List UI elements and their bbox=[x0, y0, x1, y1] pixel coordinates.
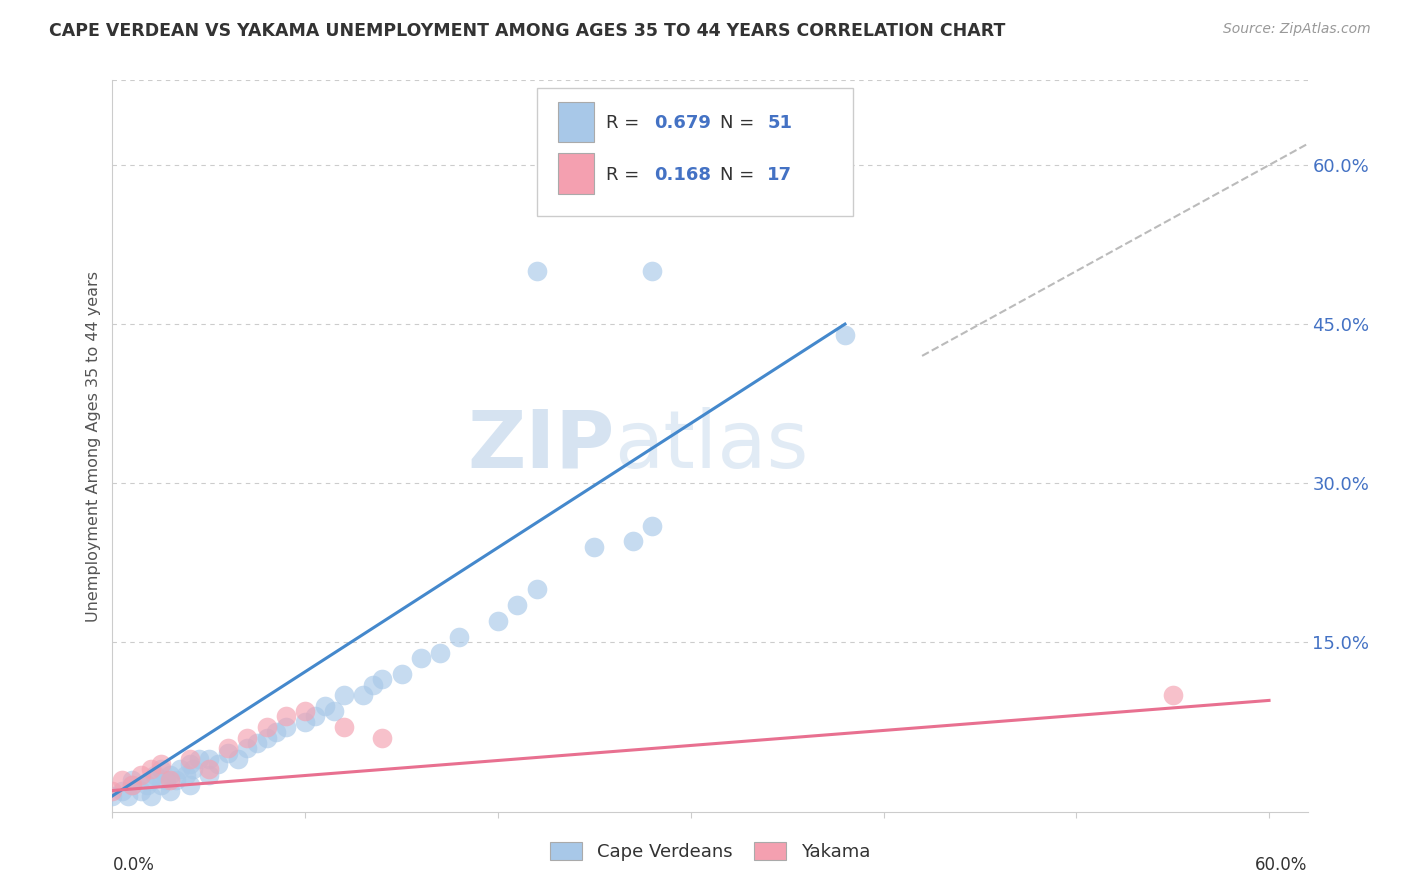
Y-axis label: Unemployment Among Ages 35 to 44 years: Unemployment Among Ages 35 to 44 years bbox=[86, 270, 101, 622]
Text: 0.168: 0.168 bbox=[654, 167, 711, 185]
Point bbox=[371, 672, 394, 686]
Text: 0.679: 0.679 bbox=[654, 113, 711, 132]
Point bbox=[834, 327, 856, 342]
Point bbox=[352, 688, 374, 702]
Text: Source: ZipAtlas.com: Source: ZipAtlas.com bbox=[1223, 22, 1371, 37]
Point bbox=[256, 731, 278, 745]
Point bbox=[169, 762, 191, 776]
Point bbox=[294, 714, 316, 729]
Text: R =: R = bbox=[606, 113, 645, 132]
Point bbox=[333, 688, 356, 702]
Point bbox=[139, 772, 162, 787]
Point bbox=[217, 741, 239, 756]
Point bbox=[1161, 688, 1184, 702]
Point bbox=[236, 731, 259, 745]
Point bbox=[391, 667, 413, 681]
FancyBboxPatch shape bbox=[537, 87, 853, 216]
Point bbox=[159, 783, 181, 797]
Point bbox=[526, 582, 548, 596]
Point bbox=[101, 783, 124, 797]
Point bbox=[217, 747, 239, 761]
Point bbox=[641, 518, 664, 533]
Point bbox=[409, 651, 432, 665]
Text: 17: 17 bbox=[768, 167, 793, 185]
Point bbox=[323, 704, 346, 718]
Point bbox=[198, 762, 221, 776]
Point bbox=[149, 778, 172, 792]
Point bbox=[149, 757, 172, 772]
Point bbox=[165, 772, 187, 787]
Point bbox=[155, 772, 177, 787]
Point bbox=[179, 757, 201, 772]
Point bbox=[198, 767, 221, 781]
Point bbox=[641, 264, 664, 278]
Point bbox=[188, 752, 211, 766]
Point bbox=[179, 752, 201, 766]
Point bbox=[266, 725, 288, 739]
Point bbox=[101, 789, 124, 803]
Text: N =: N = bbox=[720, 113, 759, 132]
Point bbox=[111, 772, 134, 787]
Point bbox=[526, 264, 548, 278]
Point bbox=[314, 698, 336, 713]
Point bbox=[294, 704, 316, 718]
Point bbox=[117, 789, 139, 803]
Text: R =: R = bbox=[606, 167, 645, 185]
Point bbox=[486, 614, 509, 628]
Point bbox=[621, 534, 644, 549]
Point bbox=[449, 630, 471, 644]
FancyBboxPatch shape bbox=[558, 153, 595, 194]
Point bbox=[226, 752, 249, 766]
Text: CAPE VERDEAN VS YAKAMA UNEMPLOYMENT AMONG AGES 35 TO 44 YEARS CORRELATION CHART: CAPE VERDEAN VS YAKAMA UNEMPLOYMENT AMON… bbox=[49, 22, 1005, 40]
Point bbox=[371, 731, 394, 745]
Text: 0.0%: 0.0% bbox=[112, 855, 155, 873]
Point bbox=[121, 772, 143, 787]
Point bbox=[159, 772, 181, 787]
Point bbox=[246, 736, 269, 750]
FancyBboxPatch shape bbox=[558, 103, 595, 143]
Point bbox=[121, 778, 143, 792]
Point bbox=[506, 598, 529, 612]
Legend: Cape Verdeans, Yakama: Cape Verdeans, Yakama bbox=[543, 835, 877, 869]
Point bbox=[236, 741, 259, 756]
Point bbox=[139, 789, 162, 803]
Point bbox=[179, 778, 201, 792]
Point bbox=[131, 783, 153, 797]
Point bbox=[274, 720, 297, 734]
Text: N =: N = bbox=[720, 167, 759, 185]
Point bbox=[429, 646, 451, 660]
Point bbox=[143, 767, 166, 781]
Text: 60.0%: 60.0% bbox=[1256, 855, 1308, 873]
Point bbox=[333, 720, 356, 734]
Point bbox=[131, 767, 153, 781]
Point bbox=[274, 709, 297, 723]
Point bbox=[121, 778, 143, 792]
Point bbox=[174, 767, 197, 781]
Point bbox=[304, 709, 326, 723]
Point bbox=[583, 540, 606, 554]
Point bbox=[183, 762, 205, 776]
Text: ZIP: ZIP bbox=[467, 407, 614, 485]
Point bbox=[361, 677, 384, 691]
Text: atlas: atlas bbox=[614, 407, 808, 485]
Point bbox=[111, 783, 134, 797]
Point bbox=[207, 757, 229, 772]
Point bbox=[149, 762, 172, 776]
Text: 51: 51 bbox=[768, 113, 793, 132]
Point bbox=[159, 767, 181, 781]
Point bbox=[256, 720, 278, 734]
Point bbox=[136, 778, 159, 792]
Point bbox=[198, 752, 221, 766]
Point bbox=[139, 762, 162, 776]
